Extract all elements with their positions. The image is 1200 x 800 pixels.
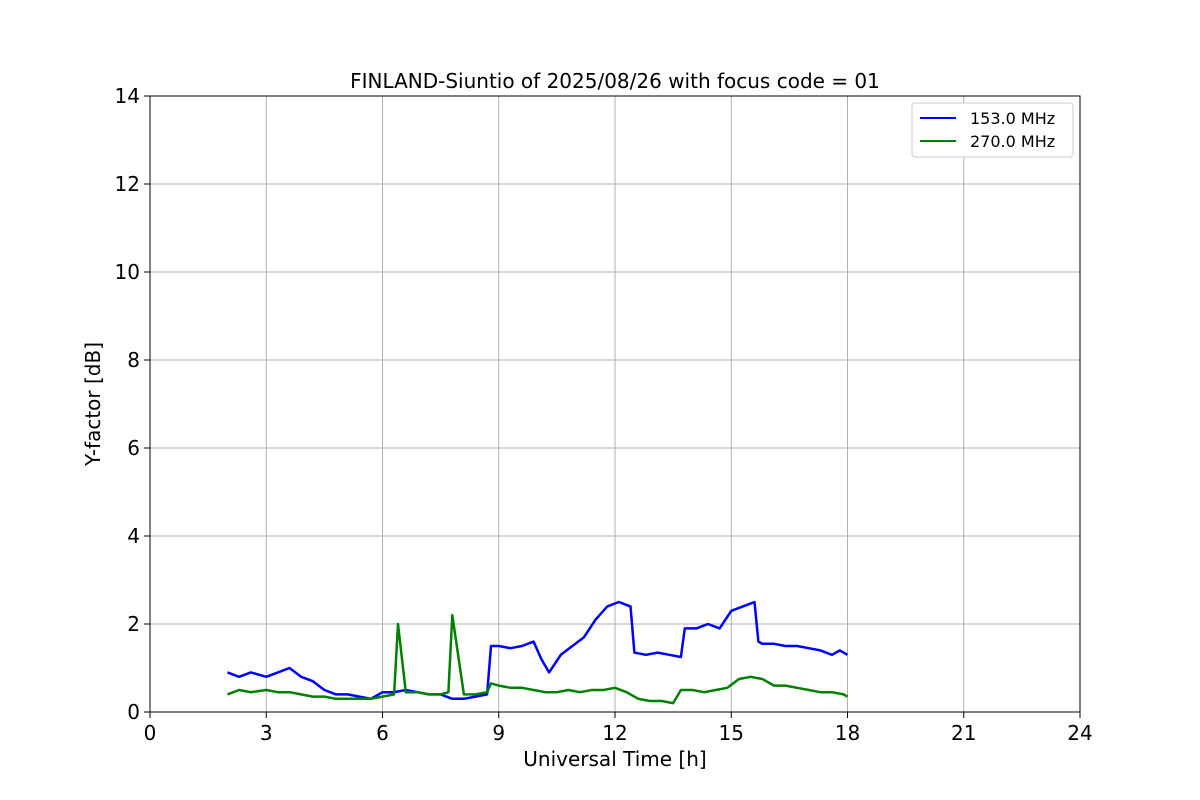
x-tick-label: 21 xyxy=(951,721,976,745)
x-tick-label: 12 xyxy=(602,721,627,745)
grid xyxy=(149,95,1081,713)
x-tick-label: 9 xyxy=(492,721,505,745)
legend-label: 270.0 MHz xyxy=(970,132,1055,151)
y-tick-label: 0 xyxy=(127,700,140,724)
y-tick-label: 6 xyxy=(127,436,140,460)
x-tick-label: 24 xyxy=(1067,721,1092,745)
legend: 153.0 MHz 270.0 MHz xyxy=(911,102,1074,158)
y-tick-label: 8 xyxy=(127,348,140,372)
x-axis-label: Universal Time [h] xyxy=(523,747,706,771)
y-tick-label: 2 xyxy=(127,612,140,636)
y-tick-label: 4 xyxy=(127,524,140,548)
x-tick-label: 18 xyxy=(835,721,860,745)
x-tick-label: 0 xyxy=(144,721,157,745)
x-tick-label: 6 xyxy=(376,721,389,745)
series-line-270mhz xyxy=(227,613,849,705)
series-line-153mhz xyxy=(227,600,849,701)
y-tick-label: 10 xyxy=(115,260,140,284)
chart-title: FINLAND-Siuntio of 2025/08/26 with focus… xyxy=(350,69,880,93)
legend-label: 153.0 MHz xyxy=(970,109,1055,128)
y-tick-label: 12 xyxy=(115,172,140,196)
x-tick-label: 15 xyxy=(719,721,744,745)
y-axis-label: Y-factor [dB] xyxy=(81,342,105,467)
y-tick-label: 14 xyxy=(115,84,140,108)
legend-box xyxy=(911,102,1074,158)
x-tick-label: 3 xyxy=(260,721,273,745)
series-lines xyxy=(227,600,849,705)
